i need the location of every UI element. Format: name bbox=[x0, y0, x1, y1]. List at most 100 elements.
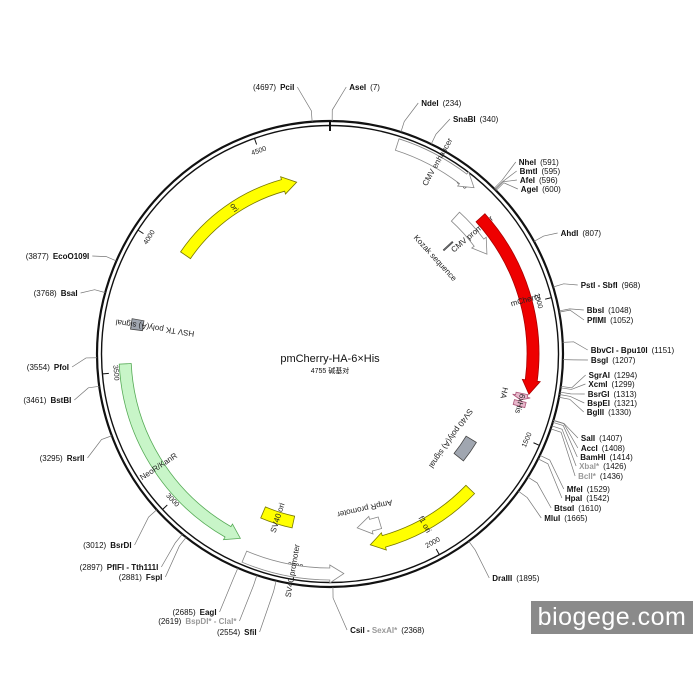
tick-label: 3500 bbox=[111, 365, 119, 381]
site-position: (1610) bbox=[578, 504, 601, 513]
site-label: (2897) PflFI - Tth111I bbox=[80, 563, 159, 572]
site-enzyme: BspEI bbox=[587, 399, 610, 408]
site-enzyme: PfoI bbox=[54, 363, 69, 372]
feature-label: HA bbox=[498, 386, 509, 399]
site-leader-line bbox=[134, 509, 157, 546]
site-enzyme: XcmI bbox=[588, 380, 607, 389]
site-bstbi: (3461) BstBI bbox=[23, 385, 100, 405]
site-label: AccI (1408) bbox=[581, 444, 625, 453]
site-leader-line bbox=[468, 541, 490, 579]
site-leader-line bbox=[518, 490, 542, 519]
site-leader-line bbox=[332, 586, 348, 631]
site-leader-line bbox=[559, 309, 585, 321]
site-leader-line bbox=[259, 580, 277, 633]
site-position: (1294) bbox=[614, 371, 637, 380]
site-leader-line bbox=[494, 179, 517, 190]
feature-shape bbox=[512, 399, 527, 409]
site-sfii: (2554) SfiI bbox=[217, 580, 277, 637]
site-enzyme: BspDI* - ClaI* bbox=[185, 617, 237, 626]
site-leader-line bbox=[539, 454, 565, 490]
feature-ampr-promoter: AmpR promoter bbox=[336, 498, 393, 535]
site-enzyme: BbsI bbox=[587, 306, 604, 315]
site-position: (1313) bbox=[614, 390, 637, 399]
feature-shape bbox=[512, 391, 531, 401]
feature-f1-ori: f1 ori bbox=[369, 484, 476, 551]
site-leader-line bbox=[533, 232, 558, 242]
site-enzyme: SfiI bbox=[244, 628, 256, 637]
site-enzyme: PciI bbox=[280, 83, 294, 92]
site-enzyme: CsiI - bbox=[350, 626, 372, 635]
site-enzyme: HpaI bbox=[565, 494, 582, 503]
site-label: BamHI (1414) bbox=[580, 453, 633, 462]
site-position: (1321) bbox=[614, 399, 637, 408]
site-position: (3295) bbox=[40, 454, 63, 463]
site-leader-line bbox=[527, 476, 552, 509]
site-label: AhdI (807) bbox=[561, 229, 602, 238]
site-leader-line bbox=[558, 396, 584, 413]
site-position: (3554) bbox=[27, 363, 50, 372]
site-bspdi-clai: (2619) BspDI* - ClaI* bbox=[158, 575, 258, 626]
site-xcmi: XcmI (1299) bbox=[560, 380, 635, 390]
site-enzyme: SexAI* bbox=[372, 626, 398, 635]
site-ecoo109i: (3877) EcoO109I bbox=[26, 252, 117, 262]
site-pflmi: PflMI (1052) bbox=[559, 309, 634, 325]
site-label: BsrGI (1313) bbox=[588, 390, 637, 399]
site-position: (1414) bbox=[610, 453, 633, 462]
site-leader-line bbox=[165, 537, 187, 578]
site-label: SnaBI (340) bbox=[453, 115, 499, 124]
site-leader-line bbox=[71, 357, 98, 368]
site-bamhi: BamHI (1414) bbox=[552, 421, 633, 462]
site-enzyme: BsrDI bbox=[110, 541, 131, 550]
site-label: (3461) BstBI bbox=[23, 396, 71, 405]
site-enzyme: NheI bbox=[519, 158, 536, 167]
site-enzyme: SgrAI bbox=[589, 371, 610, 380]
site-leader-line bbox=[553, 419, 579, 439]
site-enzyme: NdeI bbox=[421, 99, 438, 108]
site-position: (595) bbox=[541, 167, 560, 176]
site-leader-line bbox=[559, 394, 585, 404]
site-leader-line bbox=[550, 428, 576, 477]
site-position: (2897) bbox=[80, 563, 103, 572]
site-pcii: (4697) PciI bbox=[253, 83, 313, 122]
feature-ha: HA bbox=[498, 386, 531, 401]
site-fspi: (2881) FspI bbox=[119, 537, 187, 582]
site-enzyme: BbvCI - Bpu10I bbox=[591, 346, 648, 355]
site-bsgi: BsgI (1207) bbox=[562, 356, 636, 365]
site-position: (1542) bbox=[586, 494, 609, 503]
feature-hsv-tk-poly-a-signal: HSV TK poly(A) signal bbox=[115, 317, 195, 338]
site-enzyme: BsaI bbox=[61, 289, 78, 298]
site-leader-line bbox=[560, 374, 586, 389]
site-position: (1052) bbox=[610, 316, 633, 325]
site-label: HpaI (1542) bbox=[565, 494, 610, 503]
plasmid-name: pmCherry-HA-6×His bbox=[280, 353, 380, 365]
site-label: PflMI (1052) bbox=[587, 316, 634, 325]
site-position: (1299) bbox=[612, 380, 635, 389]
site-label: AfeI (596) bbox=[520, 176, 558, 185]
feature-neor-kanr: NeoR/KanR bbox=[118, 363, 242, 541]
site-nhei: NheI (591) bbox=[493, 158, 559, 189]
feature-label: HSV TK poly(A) signal bbox=[115, 317, 195, 338]
site-position: (2685) bbox=[173, 608, 196, 617]
site-leader-line bbox=[495, 182, 518, 191]
site-leader-line bbox=[161, 534, 183, 568]
site-label: BclI* (1436) bbox=[578, 472, 623, 481]
site-enzyme: EcoO109I bbox=[53, 252, 89, 261]
site-leader-line bbox=[87, 435, 112, 459]
site-enzyme: BmtI bbox=[520, 167, 538, 176]
site-leader-line bbox=[537, 458, 563, 499]
site-leader-line bbox=[562, 341, 588, 351]
site-bsrdi: (3012) BsrDI bbox=[83, 509, 157, 550]
site-label: BspEI (1321) bbox=[587, 399, 637, 408]
site-label: BbsI (1048) bbox=[587, 306, 632, 315]
site-enzyme: BtsαI bbox=[554, 504, 574, 513]
site-label: (2685) EagI bbox=[173, 608, 217, 617]
site-leader-line bbox=[80, 289, 106, 294]
feature-label: AmpR promoter bbox=[336, 498, 393, 519]
site-enzyme: BsgI bbox=[591, 356, 608, 365]
site-bts-i: BtsαI (1610) bbox=[527, 476, 602, 513]
feature-kozak-sequence: Kozak sequence bbox=[412, 233, 459, 283]
site-enzyme: FspI bbox=[146, 573, 162, 582]
site-position: (1330) bbox=[608, 408, 631, 417]
site-ahdi: AhdI (807) bbox=[533, 229, 602, 242]
tick-mark bbox=[435, 548, 440, 555]
